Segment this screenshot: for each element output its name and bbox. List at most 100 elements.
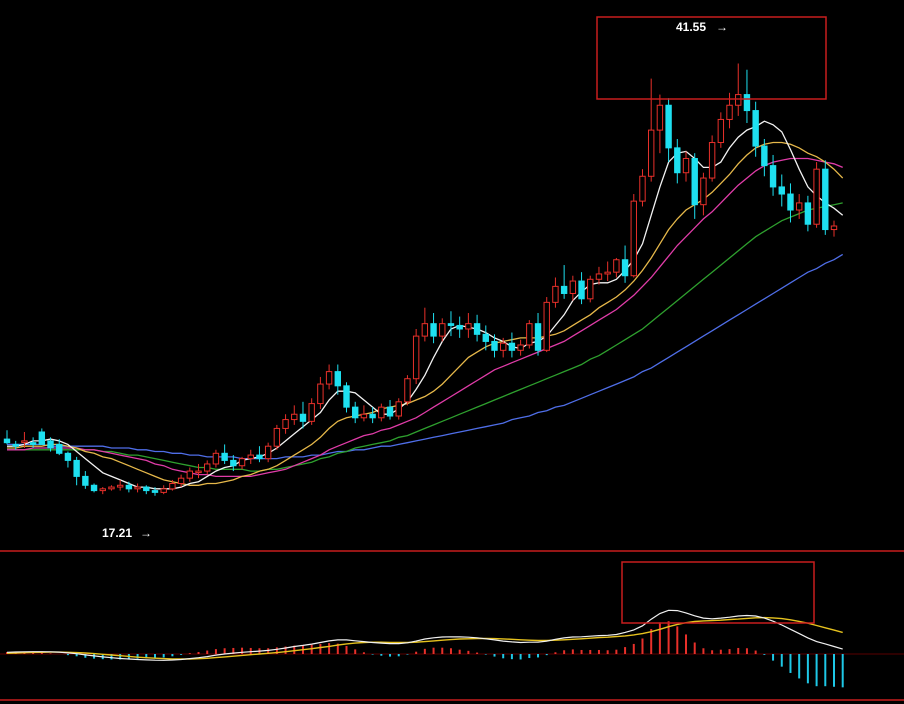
candle-body	[99, 488, 106, 492]
candle	[134, 483, 141, 493]
candle-body	[256, 454, 263, 460]
candle	[656, 94, 664, 154]
candle-body	[334, 371, 341, 387]
candle-body	[299, 413, 307, 422]
candle	[230, 455, 237, 472]
candle-body	[761, 145, 768, 167]
candle	[682, 151, 690, 182]
candle	[151, 487, 159, 496]
high-price-arrow: →	[716, 20, 728, 34]
candle-body	[604, 271, 611, 275]
candle	[38, 428, 46, 445]
candle	[491, 334, 498, 358]
candle-body	[735, 94, 742, 106]
candle-body	[82, 475, 89, 486]
candle-body	[369, 413, 376, 419]
candle	[630, 194, 637, 278]
high-price-label: 41.55	[676, 20, 706, 34]
candle-body	[595, 273, 603, 280]
candle	[534, 313, 542, 356]
candle	[430, 313, 437, 344]
candle-body	[578, 280, 585, 300]
candle	[647, 78, 655, 182]
candle-body	[352, 406, 359, 419]
candle	[735, 63, 742, 116]
candle-body	[439, 323, 446, 337]
candle	[752, 101, 759, 157]
candle-body	[108, 486, 115, 490]
candle	[299, 401, 307, 429]
candle-body	[813, 168, 820, 225]
candle	[21, 432, 28, 448]
candle-body	[613, 259, 620, 273]
candle	[343, 382, 350, 413]
candle-body	[430, 323, 437, 337]
candle	[700, 172, 707, 216]
candle-body	[90, 484, 98, 492]
candle	[795, 194, 803, 219]
candle	[221, 444, 228, 464]
candle	[778, 174, 785, 207]
panel-dividers	[0, 550, 904, 701]
candle-body	[656, 104, 664, 131]
candle	[804, 195, 812, 232]
candle	[665, 98, 672, 163]
candle-body	[21, 440, 28, 443]
candle	[674, 138, 681, 184]
candle	[552, 277, 559, 308]
candle	[613, 257, 620, 278]
macd-dif-line	[6, 609, 843, 661]
candle-body	[317, 383, 324, 405]
candle	[569, 275, 577, 301]
candle	[787, 183, 794, 223]
candle-body	[238, 458, 246, 467]
candle	[439, 318, 446, 342]
candle	[404, 375, 411, 406]
candle-body	[386, 406, 394, 417]
candle	[108, 485, 115, 491]
candle-body	[273, 427, 281, 447]
candle	[160, 485, 167, 495]
candle-body	[717, 118, 725, 144]
candle	[282, 414, 289, 434]
candle	[639, 169, 646, 207]
candle-body	[143, 486, 150, 492]
candle	[325, 364, 333, 390]
low-price-label: 17.21	[102, 526, 132, 540]
candle	[308, 398, 315, 425]
candle-body	[534, 323, 542, 351]
peak-highlight-box	[596, 16, 827, 100]
candle-body	[73, 459, 80, 477]
candle-body	[151, 490, 159, 493]
candle-body	[447, 323, 455, 326]
candle-body	[560, 285, 568, 294]
candle-body	[421, 323, 429, 337]
candle	[473, 314, 481, 342]
candle	[621, 245, 629, 283]
candle	[64, 451, 72, 468]
candle	[587, 275, 594, 303]
candle-body	[526, 323, 533, 346]
candle	[204, 460, 211, 475]
candle	[465, 313, 472, 338]
candle-body	[822, 168, 829, 231]
candle	[456, 316, 463, 338]
candle-body	[508, 342, 516, 351]
candle	[238, 456, 246, 470]
candle-body	[169, 483, 176, 490]
candle-body	[204, 463, 211, 472]
candle-body	[38, 431, 46, 445]
candle-body	[160, 488, 167, 493]
candle	[143, 485, 150, 495]
candle-body	[378, 406, 385, 419]
candle	[526, 320, 533, 349]
candle	[3, 430, 11, 445]
candle-body	[630, 200, 637, 277]
candle-body	[465, 323, 472, 330]
candle	[317, 376, 324, 409]
candle-body	[517, 344, 524, 351]
candle-body	[221, 452, 228, 461]
ma-line	[7, 253, 844, 460]
candle	[813, 162, 820, 228]
